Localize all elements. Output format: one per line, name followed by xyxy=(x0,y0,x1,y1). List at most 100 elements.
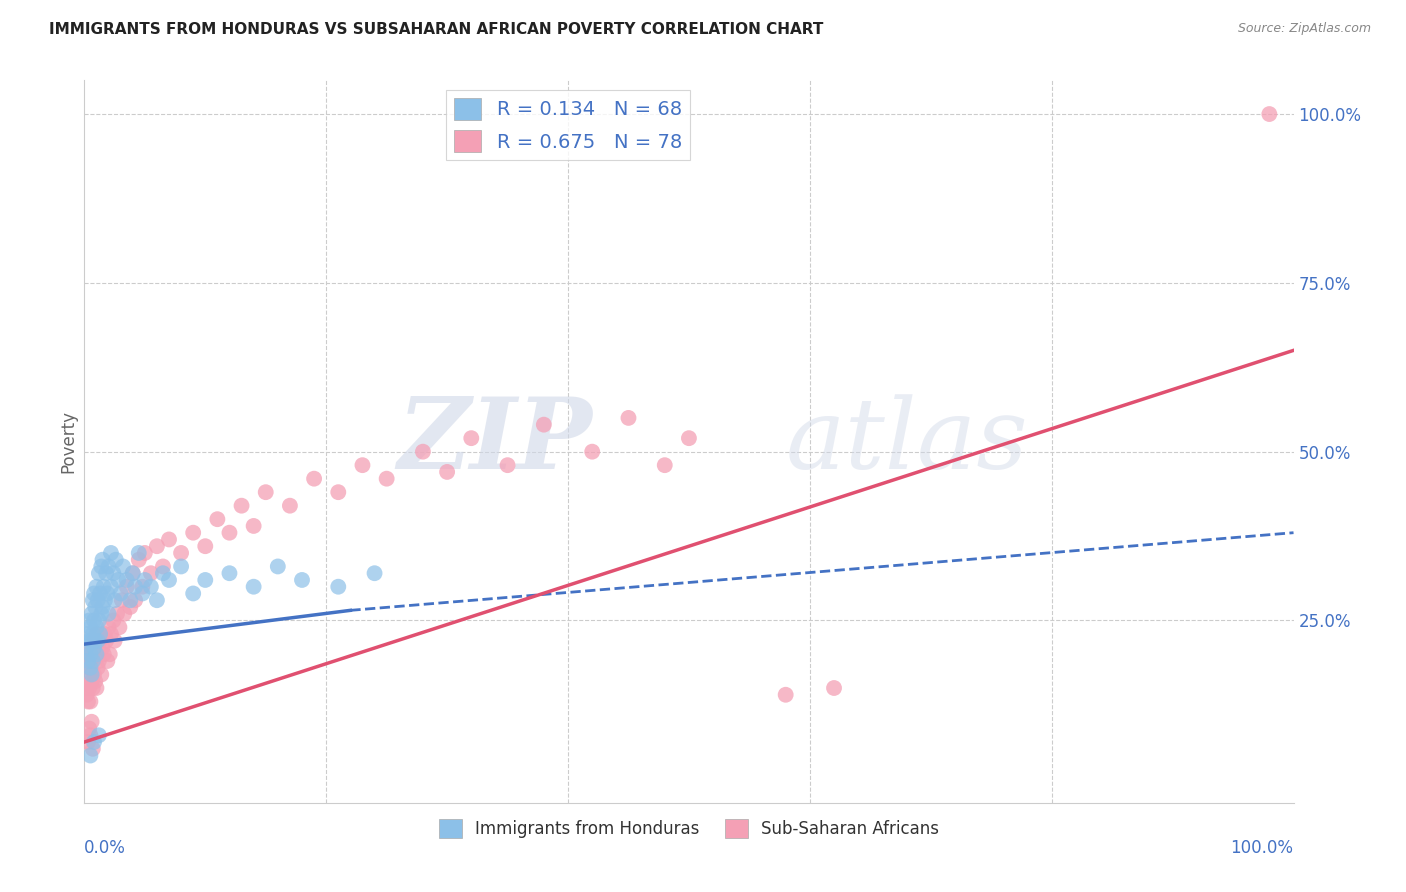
Point xyxy=(90,607,112,621)
Point xyxy=(80,714,103,729)
Point xyxy=(82,654,104,668)
Point xyxy=(231,499,253,513)
Point xyxy=(93,580,115,594)
Point xyxy=(83,586,105,600)
Point xyxy=(120,599,142,614)
Text: 0.0%: 0.0% xyxy=(84,838,127,857)
Point xyxy=(375,472,398,486)
Point xyxy=(98,647,121,661)
Point xyxy=(91,640,114,655)
Point xyxy=(218,566,240,581)
Point xyxy=(82,741,104,756)
Point xyxy=(82,647,104,661)
Point xyxy=(110,586,132,600)
Point xyxy=(103,566,125,581)
Point xyxy=(94,627,117,641)
Point xyxy=(152,566,174,581)
Point xyxy=(100,627,122,641)
Point xyxy=(115,573,138,587)
Point xyxy=(131,580,153,594)
Point xyxy=(94,593,117,607)
Point xyxy=(83,614,105,628)
Point xyxy=(107,573,129,587)
Point xyxy=(533,417,555,432)
Point xyxy=(82,681,104,695)
Point xyxy=(128,546,150,560)
Point xyxy=(678,431,700,445)
Point xyxy=(91,552,114,566)
Point xyxy=(84,640,107,655)
Point xyxy=(76,667,98,681)
Point xyxy=(1258,107,1281,121)
Point xyxy=(86,661,108,675)
Point xyxy=(82,593,104,607)
Point xyxy=(77,722,100,736)
Point xyxy=(87,654,110,668)
Point xyxy=(496,458,519,472)
Point xyxy=(103,614,125,628)
Point xyxy=(654,458,676,472)
Point xyxy=(352,458,374,472)
Point xyxy=(79,728,101,742)
Point xyxy=(80,674,103,689)
Point xyxy=(82,627,104,641)
Text: atlas: atlas xyxy=(786,394,1028,489)
Point xyxy=(76,688,98,702)
Point xyxy=(302,472,325,486)
Point xyxy=(139,566,162,581)
Point xyxy=(152,559,174,574)
Point xyxy=(131,586,153,600)
Point xyxy=(100,580,122,594)
Point xyxy=(146,539,169,553)
Point xyxy=(181,586,204,600)
Point xyxy=(84,599,107,614)
Point xyxy=(115,580,138,594)
Point xyxy=(79,647,101,661)
Point xyxy=(91,599,114,614)
Point xyxy=(90,559,112,574)
Point xyxy=(124,580,146,594)
Point xyxy=(170,546,193,560)
Point xyxy=(80,607,103,621)
Point xyxy=(100,546,122,560)
Point xyxy=(79,661,101,675)
Point xyxy=(128,552,150,566)
Point xyxy=(460,431,482,445)
Point xyxy=(86,647,108,661)
Text: IMMIGRANTS FROM HONDURAS VS SUBSAHARAN AFRICAN POVERTY CORRELATION CHART: IMMIGRANTS FROM HONDURAS VS SUBSAHARAN A… xyxy=(49,22,824,37)
Point xyxy=(93,647,115,661)
Point xyxy=(181,525,204,540)
Point xyxy=(79,620,101,634)
Point xyxy=(104,593,127,607)
Point xyxy=(86,627,108,641)
Point xyxy=(112,559,135,574)
Point xyxy=(134,546,156,560)
Point xyxy=(94,566,117,581)
Text: Source: ZipAtlas.com: Source: ZipAtlas.com xyxy=(1237,22,1371,36)
Point xyxy=(80,640,103,655)
Point xyxy=(328,485,350,500)
Point xyxy=(124,593,146,607)
Point xyxy=(112,607,135,621)
Point xyxy=(121,566,143,581)
Y-axis label: Poverty: Poverty xyxy=(59,410,77,473)
Point xyxy=(77,627,100,641)
Point xyxy=(76,640,98,655)
Point xyxy=(77,633,100,648)
Point xyxy=(83,640,105,655)
Point xyxy=(139,580,162,594)
Point xyxy=(121,566,143,581)
Point xyxy=(89,627,111,641)
Point xyxy=(83,735,105,749)
Point xyxy=(89,586,111,600)
Point xyxy=(87,566,110,581)
Point xyxy=(157,573,180,587)
Point xyxy=(79,748,101,763)
Point xyxy=(242,519,264,533)
Point xyxy=(96,654,118,668)
Point xyxy=(823,681,845,695)
Point xyxy=(77,614,100,628)
Point xyxy=(242,580,264,594)
Point xyxy=(77,661,100,675)
Point xyxy=(146,593,169,607)
